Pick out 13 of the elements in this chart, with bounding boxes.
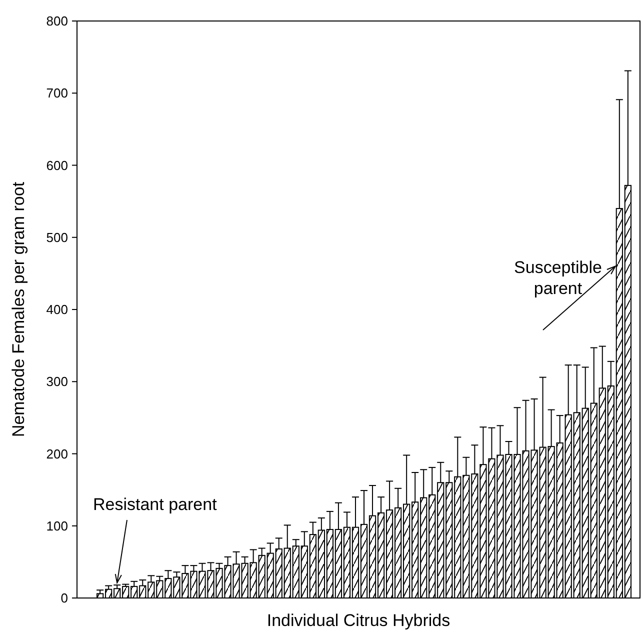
y-tick-label: 100 [46,518,68,534]
y-tick-label: 0 [60,590,68,606]
y-tick-label: 400 [46,302,68,318]
y-tick-label: 300 [46,374,68,390]
y-tick-label: 600 [46,158,68,173]
y-tick-label: 800 [46,14,68,29]
y-tick-label: 200 [46,446,68,462]
y-tick-label: 700 [46,86,68,101]
y-axis-title: Nematode Females per gram root [9,182,28,438]
annotation: Resistant parent [93,495,218,514]
y-tick-label: 500 [46,230,68,245]
annotation: Susceptible parent [514,258,602,298]
x-axis-title: Individual Citrus Hybrids [266,611,450,630]
